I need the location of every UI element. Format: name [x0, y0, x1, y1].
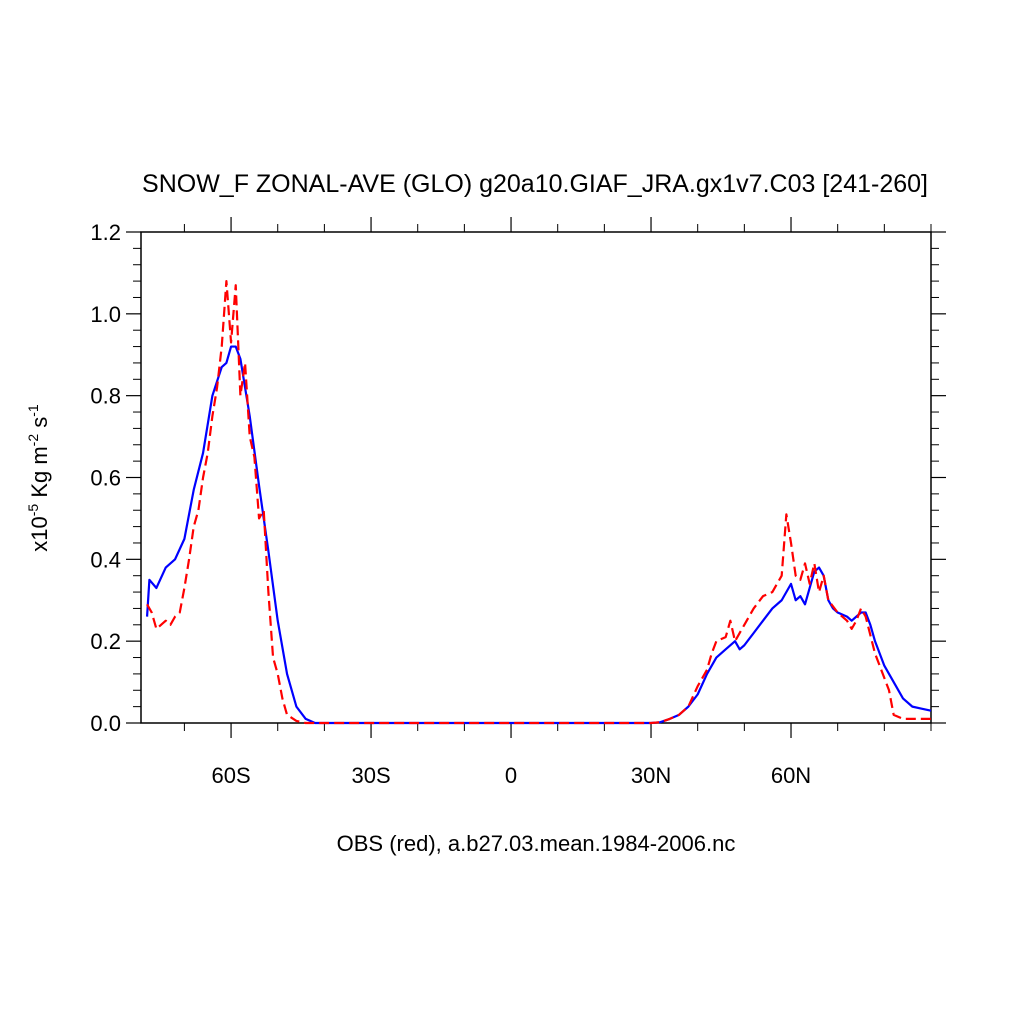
- y-tick-label: 0.4: [90, 547, 121, 572]
- x-tick-label: 30N: [631, 763, 671, 788]
- y-tick-label: 0.0: [90, 711, 121, 736]
- y-axis-label-exponent: -1: [25, 404, 41, 417]
- x-tick-label: 30S: [351, 763, 390, 788]
- chart-title: SNOW_F ZONAL-AVE (GLO) g20a10.GIAF_JRA.g…: [142, 170, 928, 198]
- x-axis-label: OBS (red), a.b27.03.mean.1984-2006.nc: [337, 831, 736, 856]
- y-axis-label-part: x10: [27, 516, 52, 551]
- y-axis-label-exponent: -2: [25, 434, 41, 447]
- y-axis-label-part: s: [27, 417, 52, 434]
- y-tick-label: 0.8: [90, 384, 121, 409]
- x-tick-label: 60N: [771, 763, 811, 788]
- series-line: [145, 345, 932, 725]
- y-axis-label-part: Kg m: [27, 446, 52, 503]
- y-tick-label: 0.2: [90, 629, 121, 654]
- y-axis-label-exponent: -5: [25, 504, 41, 517]
- y-tick-label: 1.2: [90, 220, 121, 245]
- y-tick-label: 1.0: [90, 302, 121, 327]
- x-tick-label: 0: [505, 763, 517, 788]
- series-line: [146, 280, 931, 725]
- y-tick-label: 0.6: [90, 466, 121, 491]
- x-tick-label: 60S: [211, 763, 250, 788]
- y-axis-label: x10-5 Kg m-2 s-1: [25, 404, 52, 552]
